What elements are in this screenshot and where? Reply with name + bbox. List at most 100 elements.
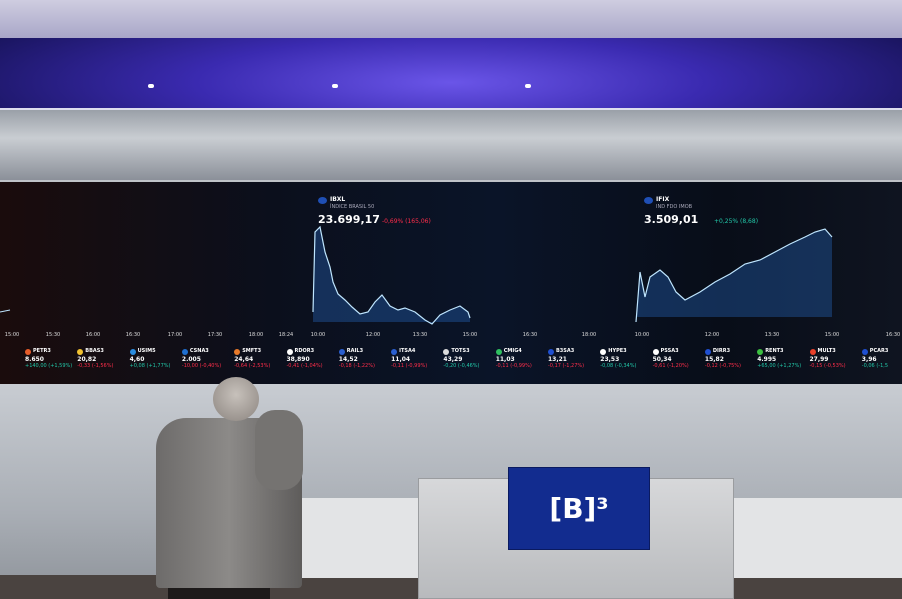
ticker-symbol: BBAS3 [85,348,104,354]
ticker-symbol: RAIL3 [346,348,364,354]
ticker-price: 14,52 [338,356,358,363]
ceiling-panel [0,0,902,38]
time-label: 15:00 [4,332,20,338]
company-logo-icon [338,349,345,355]
ticker-symbol: CSNA3 [189,348,209,354]
ticker-price: 2.005 [181,356,201,363]
time-label: 18:24 [278,332,294,338]
index-change: -0,69% (165,06) [382,218,431,225]
ticker-change: -0,18 (-1,22%) [338,363,375,369]
ticker-price: 3,96 [861,356,877,363]
ticker-price: 11,03 [495,356,515,363]
ticker-symbol: USIM5 [137,348,156,354]
ticker-price: 11,04 [391,356,411,363]
company-logo-icon [861,349,868,355]
time-label: 10:00 [634,332,650,338]
company-logo-icon [809,349,816,355]
ticker-symbol: MULT3 [817,348,836,354]
ticker-change: -0,61 (-1,20%) [652,363,689,369]
b3-logo-sign: [B]³ [508,467,650,550]
time-label: 15:30 [45,332,61,338]
ticker-price: 8.650 [25,356,44,363]
ticker-symbol: B3SA3 [556,348,575,354]
upper-glass-panels [0,108,902,180]
ticker-change: -0,41 (-1,04%) [286,363,323,369]
ceiling-light [525,84,531,88]
ticker-symbol: RENT3 [765,348,784,354]
time-label: 15:00 [824,332,840,338]
company-logo-icon [757,349,764,355]
ticker-change: -0,08 (-0,34%) [600,363,637,369]
company-logo-icon [704,349,711,355]
ticker-symbol: CMIG4 [503,348,522,354]
company-logo-icon [652,349,659,355]
time-label: 13:30 [412,332,428,338]
ibxl-chart-area [313,227,470,324]
ceiling-light [332,84,338,88]
time-label: 10:00 [310,332,326,338]
ticker-price: 4.995 [757,356,777,363]
counter [280,498,420,578]
company-logo-icon [495,349,502,355]
time-label: 13:30 [764,332,780,338]
ticker-change: -10,00 (-0,40%) [181,363,222,369]
index-change: +0,25% (8,68) [714,218,759,225]
ticker-price: 20,82 [77,356,97,363]
time-label: 16:30 [125,332,141,338]
ifix-chart-line [635,228,833,323]
ticker-change: -0,15 (-0,53%) [809,363,846,369]
ifix-chart-area [636,229,832,322]
index-value: 3.509,01 [644,213,699,226]
company-logo-icon [443,349,450,355]
ticker-price: 24,64 [234,356,254,363]
ticker-change: -0,64 (-2,53%) [234,363,271,369]
market-display-screen [0,182,902,384]
time-label: 16:00 [85,332,101,338]
ticker-change: -0,17 (-1,27%) [548,363,585,369]
left-chart-line [0,309,11,313]
index-name: ÍNDICE BRASIL 50 [330,204,375,210]
ticker-symbol: HYPE3 [608,348,627,354]
index-value: 23.699,17 [318,213,380,226]
ibxl-chart-line [312,225,471,325]
man-legs [168,585,270,599]
man-head [213,377,259,421]
ticker-change: -0,11 (-0,99%) [391,363,428,369]
time-label: 15:00 [462,332,478,338]
index-icon [644,197,653,204]
time-label: 16:30 [885,332,901,338]
index-charts [0,225,833,325]
ticker-change: -0,11 (-0,99%) [495,363,532,369]
ticker-change: -0,33 (-1,56%) [77,363,114,369]
ticker-symbol: TOTS3 [451,348,470,354]
ticker-symbol: RDOR3 [294,348,315,354]
ticker-symbol: PCAR3 [869,348,889,354]
company-logo-icon [181,349,188,355]
ticker-price: 27,99 [809,356,829,363]
time-label: 18:00 [248,332,264,338]
ticker-price: 4,60 [129,356,145,363]
man-arm-on-phone [255,410,303,490]
ticker-change: -0,06 (-1,5 [861,363,889,369]
ticker-symbol: ITSA4 [399,348,416,354]
time-label: 12:00 [365,332,381,338]
company-logo-icon [600,349,607,355]
ticker-price: 50,34 [652,356,672,363]
ticker-symbol: PETR3 [33,348,51,354]
ticker-symbol: SMFT3 [242,348,262,354]
time-label: 12:00 [704,332,720,338]
company-logo-icon [391,349,398,355]
ticker-change: +65,00 (+1,27%) [757,363,802,369]
company-logo-icon [548,349,554,355]
ticker-price: 23,53 [600,356,620,363]
ticker-price: 38,890 [286,356,310,363]
ticker-change: +140,00 (+1,59%) [25,363,73,369]
time-label: 17:00 [167,332,183,338]
time-label: 16:30 [522,332,538,338]
ticker-change: +0,08 (+1,77%) [129,363,171,369]
company-logo-icon [77,349,84,355]
index-name: IND FDO IMOB [656,204,693,210]
ticker-symbol: PSSA3 [660,348,679,354]
ticker-price: 15,82 [704,356,724,363]
ticker-change: -0,12 (-0,75%) [704,363,742,369]
